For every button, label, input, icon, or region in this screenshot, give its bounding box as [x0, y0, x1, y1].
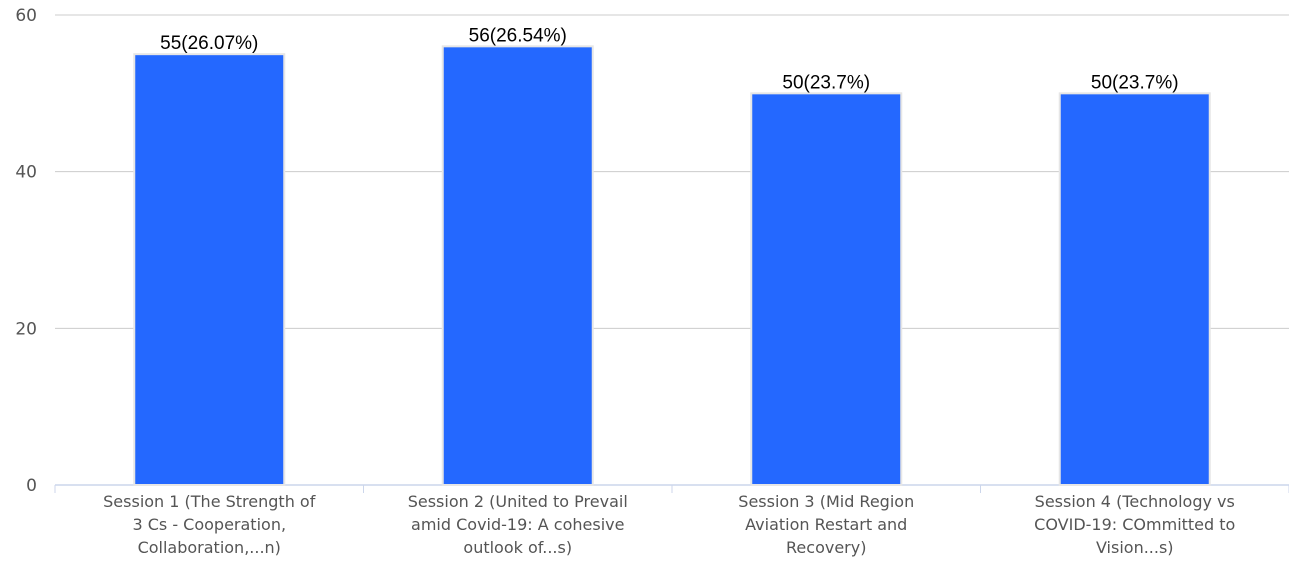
data-label-1: 55(26.07%)	[160, 33, 258, 54]
data-label-3: 50(23.7%)	[782, 72, 870, 93]
x-tick-label-line: COVID-19: COmmitted to	[1034, 515, 1235, 534]
y-tick-label: 60	[15, 6, 37, 26]
x-tick-label-line: Aviation Restart and	[745, 515, 907, 534]
x-tick-label-line: Collaboration,...n)	[138, 538, 281, 557]
x-tick-label-2: Session 2 (United to Prevail amid Covid-1…	[408, 492, 628, 557]
y-tick-label: 20	[15, 319, 37, 339]
x-tick-label-line: Session 3 (Mid Region	[738, 492, 914, 511]
data-label-2: 56(26.54%)	[469, 25, 567, 46]
data-label-4: 50(23.7%)	[1091, 72, 1179, 93]
x-tick-label-line: 3 Cs - Cooperation,	[132, 515, 286, 534]
y-tick-label: 40	[15, 163, 37, 183]
x-tick-label-line: Session 1 (The Strength of	[103, 492, 316, 511]
x-tick-label-line: Recovery)	[786, 538, 866, 557]
bar-1	[133, 53, 286, 487]
bars	[133, 45, 1211, 487]
bar-3	[750, 92, 903, 486]
x-tick-label-3: Session 3 (Mid Region Aviation Restart an…	[738, 492, 914, 557]
x-tick-label-4: Session 4 (Technology vs COVID-19: COmmit…	[1034, 492, 1235, 557]
bar-2	[441, 45, 594, 486]
x-tick-label-line: outlook of...s)	[463, 538, 572, 557]
x-tick-label-line: Session 4 (Technology vs	[1035, 492, 1235, 511]
x-tick-label-1: Session 1 (The Strength of 3 Cs - Coopera…	[103, 492, 316, 557]
y-axis-tick-labels: 0 20 40 60	[15, 6, 37, 496]
x-tick-label-line: Session 2 (United to Prevail	[408, 492, 628, 511]
bar-4	[1058, 92, 1211, 486]
x-tick-label-line: amid Covid-19: A cohesive	[411, 515, 624, 534]
data-labels: 55(26.07%) 56(26.54%) 50(23.7%) 50(23.7%)	[160, 25, 1178, 93]
y-tick-label: 0	[26, 476, 37, 496]
x-axis-tick-labels: Session 1 (The Strength of 3 Cs - Coopera…	[103, 492, 1235, 557]
x-tick-label-line: Vision...s)	[1096, 538, 1174, 557]
